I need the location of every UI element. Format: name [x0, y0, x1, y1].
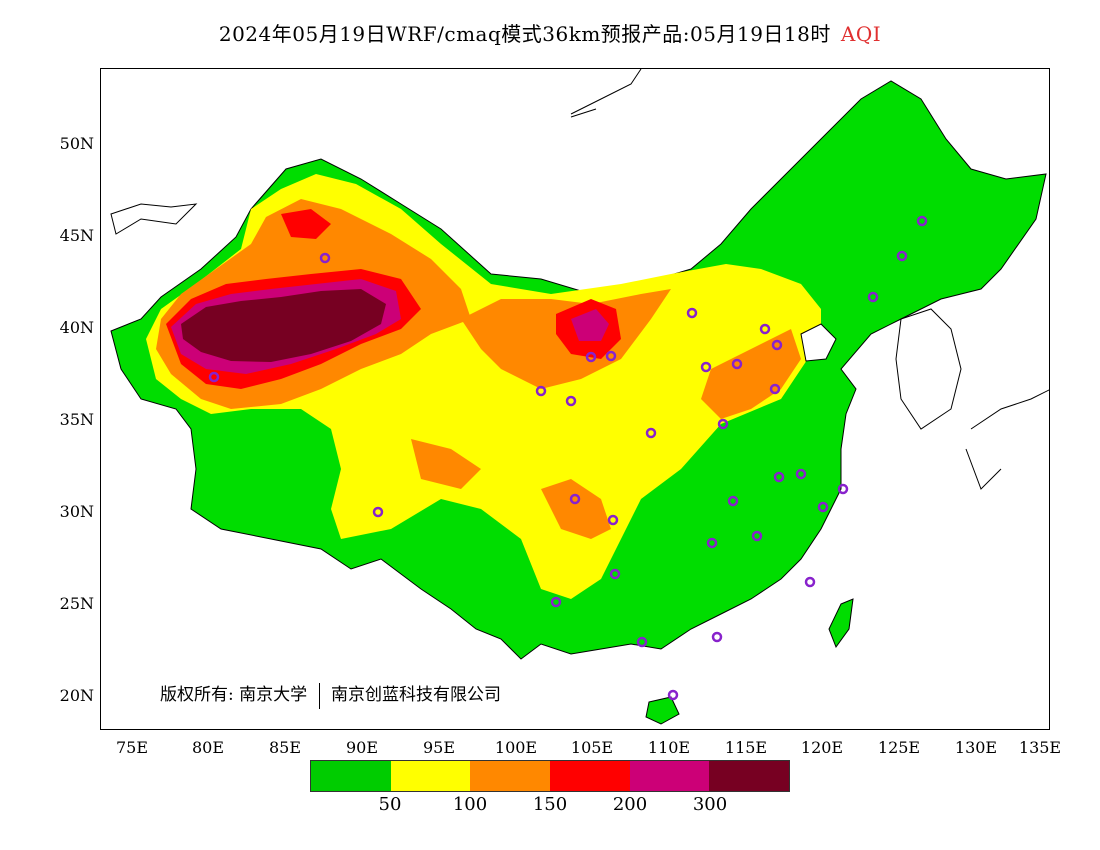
x-axis-label: 120E — [800, 738, 844, 757]
kazakh-lake — [110, 203, 198, 235]
x-axis-label: 100E — [494, 738, 538, 757]
station-marker — [605, 350, 617, 362]
copyright-notice: 版权所有: 南京大学 南京创蓝科技有限公司 — [160, 680, 501, 709]
station-marker — [706, 537, 718, 549]
x-axis-label: 125E — [877, 738, 921, 757]
station-marker — [751, 530, 763, 542]
station-marker — [867, 291, 879, 303]
x-axis-label: 95E — [422, 738, 456, 757]
x-axis-label: 110E — [647, 738, 691, 757]
station-markers — [208, 215, 928, 701]
region-unhealthy-dzungar — [281, 209, 331, 239]
station-marker — [759, 323, 771, 335]
station-marker — [700, 361, 712, 373]
station-marker — [645, 427, 657, 439]
map-title: 2024年05月19日WRF/cmaq模式36km预报产品:05月19日18时 A… — [0, 18, 1100, 47]
station-marker — [727, 495, 739, 507]
legend-tick: 50 — [378, 794, 402, 815]
hainan — [645, 696, 680, 725]
legend-tick: 300 — [692, 794, 728, 815]
korea-outline — [895, 308, 962, 430]
region-hazardous-tarim — [181, 289, 386, 362]
copyright-owner: 版权所有: 南京大学 — [160, 685, 308, 705]
bohai-sea — [800, 323, 837, 362]
title-main: 2024年05月19日WRF/cmaq模式36km预报产品:05月19日18时 — [218, 22, 831, 46]
station-marker — [837, 483, 849, 495]
station-marker — [711, 631, 723, 643]
station-marker — [569, 493, 581, 505]
legend-swatch — [390, 761, 471, 791]
station-marker — [607, 514, 619, 526]
aqi-legend — [310, 760, 790, 792]
station-marker — [636, 636, 648, 648]
copyright-company: 南京创蓝科技有限公司 — [330, 685, 501, 705]
baikal — [570, 69, 642, 118]
japan-outline — [965, 389, 1049, 490]
x-axis-label: 75E — [115, 738, 149, 757]
x-axis-label: 130E — [954, 738, 998, 757]
station-marker — [731, 358, 743, 370]
map-frame — [100, 68, 1050, 730]
legend-swatch — [550, 761, 630, 791]
legend-swatch — [629, 761, 710, 791]
title-variable: AQI — [840, 22, 882, 46]
station-marker — [769, 383, 781, 395]
station-marker — [773, 471, 785, 483]
station-marker — [585, 351, 597, 363]
station-marker — [565, 395, 577, 407]
station-marker — [535, 385, 547, 397]
x-axis-label: 115E — [724, 738, 768, 757]
legend-swatch — [470, 761, 551, 791]
copyright-divider — [318, 682, 320, 709]
aqi-map — [110, 69, 1049, 725]
legend-tick: 150 — [532, 794, 568, 815]
x-axis-label: 90E — [345, 738, 379, 757]
station-marker — [817, 501, 829, 513]
station-marker — [717, 418, 729, 430]
station-marker — [804, 576, 816, 588]
region-usg-qinghai — [411, 439, 481, 489]
y-axis-label: 35N — [59, 410, 94, 429]
x-axis-label: 105E — [570, 738, 614, 757]
x-axis-label: 135E — [1018, 738, 1062, 757]
station-marker — [550, 596, 562, 608]
y-axis-label: 40N — [59, 318, 94, 337]
x-axis-label: 80E — [191, 738, 225, 757]
legend-tick: 100 — [452, 794, 488, 815]
legend-swatch — [311, 761, 391, 791]
legend-swatch — [709, 761, 790, 791]
station-marker — [609, 568, 621, 580]
y-axis-label: 50N — [59, 134, 94, 153]
region-very-unhealthy-north — [571, 309, 609, 341]
taiwan — [828, 598, 854, 649]
station-marker — [208, 371, 220, 383]
y-axis-label: 45N — [59, 226, 94, 245]
station-marker — [795, 468, 807, 480]
region-usg-sichuan — [541, 479, 611, 539]
station-marker — [916, 215, 928, 227]
y-axis-label: 25N — [59, 594, 94, 613]
station-marker — [686, 307, 698, 319]
y-axis-label: 30N — [59, 502, 94, 521]
region-usg-east — [701, 329, 801, 419]
station-marker — [372, 506, 384, 518]
y-axis-label: 20N — [59, 686, 94, 705]
station-marker — [667, 689, 679, 701]
station-marker — [896, 250, 908, 262]
x-axis-label: 85E — [268, 738, 302, 757]
station-marker — [319, 252, 331, 264]
legend-tick: 200 — [612, 794, 648, 815]
station-marker — [771, 339, 783, 351]
